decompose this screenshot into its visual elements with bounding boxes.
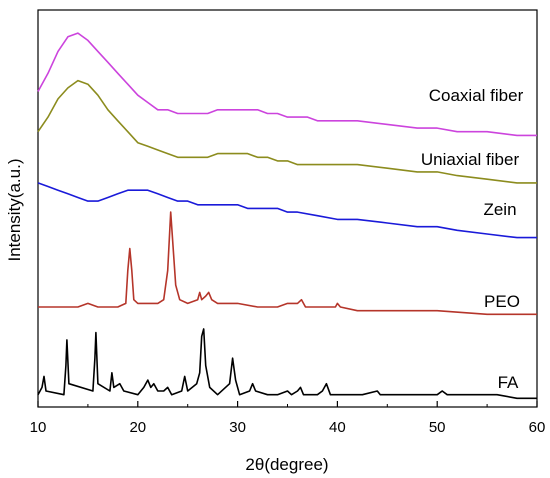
x-tick-label: 10 [30, 419, 47, 436]
x-tick-label: 40 [329, 419, 346, 436]
series-line-coaxial-fiber [37, 32, 537, 137]
series-line-peo [38, 211, 537, 316]
series-labels: Coaxial fiber Uniaxial fiber Zein PEO FA [421, 86, 524, 392]
x-axis-title: 2θ(degree) [245, 455, 328, 474]
series-line-fa [37, 328, 537, 400]
x-tick-label: 30 [229, 419, 246, 436]
series-label-uniaxial-fiber: Uniaxial fiber [421, 150, 520, 169]
plot-frame [37, 9, 538, 408]
x-axis-ticks: 10 20 30 40 50 60 [30, 401, 546, 436]
x-tick-label: 50 [429, 419, 446, 436]
series-label-zein: Zein [483, 200, 516, 219]
series-line-zein [37, 182, 537, 239]
series-layer [37, 32, 537, 400]
series-label-fa: FA [498, 373, 519, 392]
series-line-uniaxial-fiber [37, 79, 537, 184]
series-label-peo: PEO [484, 292, 520, 311]
y-axis-title: Intensity(a.u.) [5, 159, 24, 262]
x-tick-label: 20 [129, 419, 146, 436]
series-label-coaxial-fiber: Coaxial fiber [429, 86, 524, 105]
x-tick-label: 60 [529, 419, 546, 436]
